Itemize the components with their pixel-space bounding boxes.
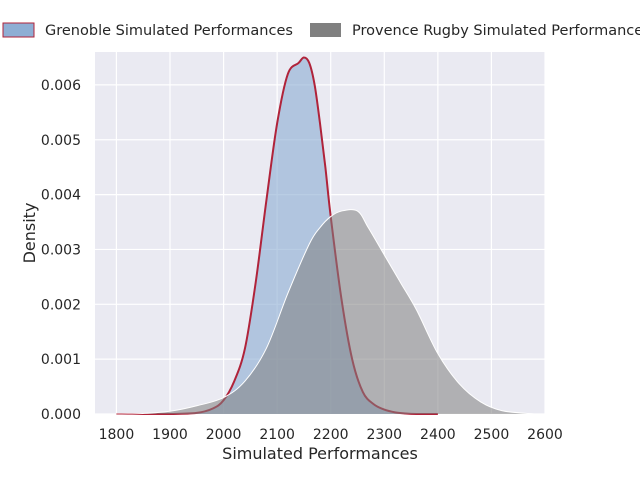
x-tick-label: 2400 xyxy=(420,427,456,443)
legend-label-provence: Provence Rugby Simulated Performances xyxy=(352,23,640,39)
x-ticks: 1800 1900 2000 2100 2200 2300 2400 2500 2600 xyxy=(99,427,563,443)
legend-swatch-provence xyxy=(310,23,341,37)
x-tick-label: 2100 xyxy=(259,427,295,443)
y-tick-label: 0.001 xyxy=(41,352,81,368)
x-tick-label: 2600 xyxy=(527,427,563,443)
x-tick-label: 2200 xyxy=(313,427,349,443)
y-tick-label: 0.004 xyxy=(41,188,81,204)
y-tick-label: 0.002 xyxy=(41,297,81,313)
y-ticks: 0.000 0.001 0.002 0.003 0.004 0.005 0.006 xyxy=(41,78,81,423)
x-tick-label: 2500 xyxy=(474,427,510,443)
density-line-provence xyxy=(116,209,535,415)
x-tick-label: 2000 xyxy=(206,427,242,443)
x-axis-label: Simulated Performances xyxy=(222,444,418,463)
series-layer xyxy=(116,56,535,416)
x-tick-label: 2300 xyxy=(366,427,402,443)
density-area-provence xyxy=(116,209,535,414)
y-tick-label: 0.006 xyxy=(41,78,81,94)
y-axis-label: Density xyxy=(20,203,39,264)
density-area-grenoble xyxy=(116,57,438,414)
x-tick-label: 1800 xyxy=(99,427,135,443)
y-tick-label: 0.005 xyxy=(41,133,81,149)
x-tick-label: 1900 xyxy=(152,427,188,443)
legend-swatch-grenoble xyxy=(2,22,35,38)
legend: Grenoble Simulated Performances Provence… xyxy=(2,22,640,39)
legend-label-grenoble: Grenoble Simulated Performances xyxy=(45,23,293,39)
y-tick-label: 0.000 xyxy=(41,407,81,423)
y-tick-label: 0.003 xyxy=(41,242,81,258)
